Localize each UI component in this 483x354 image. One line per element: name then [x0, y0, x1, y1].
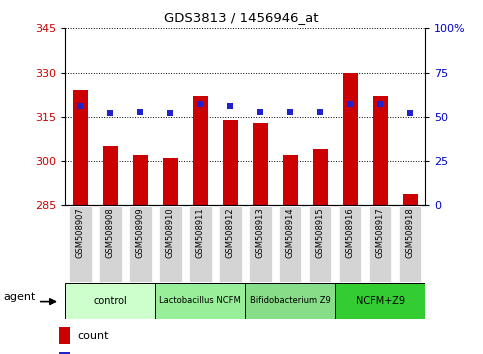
- Bar: [189, 206, 212, 282]
- Bar: [313, 149, 327, 205]
- Text: GSM508915: GSM508915: [315, 208, 325, 258]
- Bar: [398, 206, 422, 282]
- Bar: [65, 283, 155, 319]
- Text: GDS3813 / 1456946_at: GDS3813 / 1456946_at: [164, 11, 319, 24]
- Text: GSM508907: GSM508907: [76, 208, 85, 258]
- Text: GSM508908: GSM508908: [106, 208, 114, 258]
- Point: [196, 102, 204, 107]
- Point: [256, 109, 264, 114]
- Bar: [253, 123, 268, 205]
- Text: GSM508916: GSM508916: [345, 208, 355, 258]
- Text: GSM508913: GSM508913: [256, 208, 265, 258]
- Bar: [59, 352, 71, 354]
- Bar: [309, 206, 331, 282]
- Point: [346, 102, 354, 107]
- Text: GSM508914: GSM508914: [285, 208, 295, 258]
- Text: GSM508917: GSM508917: [376, 208, 384, 258]
- Bar: [129, 206, 152, 282]
- Text: GSM508909: GSM508909: [136, 208, 145, 258]
- Point: [166, 110, 174, 116]
- Bar: [279, 206, 301, 282]
- Bar: [402, 194, 417, 205]
- Bar: [155, 283, 245, 319]
- Bar: [159, 206, 182, 282]
- Text: count: count: [78, 331, 109, 341]
- Point: [286, 109, 294, 114]
- Bar: [69, 206, 92, 282]
- Bar: [219, 206, 242, 282]
- Text: GSM508911: GSM508911: [196, 208, 205, 258]
- Text: GSM508912: GSM508912: [226, 208, 235, 258]
- Text: control: control: [93, 296, 127, 306]
- Point: [76, 103, 84, 109]
- Bar: [335, 283, 425, 319]
- Bar: [283, 155, 298, 205]
- Bar: [223, 120, 238, 205]
- Point: [406, 110, 414, 116]
- Point: [136, 109, 144, 114]
- Bar: [59, 327, 71, 344]
- Text: Bifidobacterium Z9: Bifidobacterium Z9: [250, 296, 330, 306]
- Bar: [342, 73, 357, 205]
- Bar: [249, 206, 271, 282]
- Text: agent: agent: [3, 292, 36, 302]
- Bar: [163, 158, 178, 205]
- Point: [376, 102, 384, 107]
- Bar: [245, 283, 335, 319]
- Bar: [193, 96, 208, 205]
- Point: [106, 110, 114, 116]
- Text: GSM508910: GSM508910: [166, 208, 175, 258]
- Bar: [369, 206, 391, 282]
- Text: NCFM+Z9: NCFM+Z9: [355, 296, 405, 306]
- Point: [226, 103, 234, 109]
- Bar: [372, 96, 387, 205]
- Bar: [99, 206, 122, 282]
- Bar: [133, 155, 148, 205]
- Text: Lactobacillus NCFM: Lactobacillus NCFM: [159, 296, 241, 306]
- Text: GSM508918: GSM508918: [406, 208, 414, 258]
- Bar: [73, 90, 88, 205]
- Point: [316, 109, 324, 114]
- Bar: [339, 206, 361, 282]
- Bar: [103, 146, 118, 205]
